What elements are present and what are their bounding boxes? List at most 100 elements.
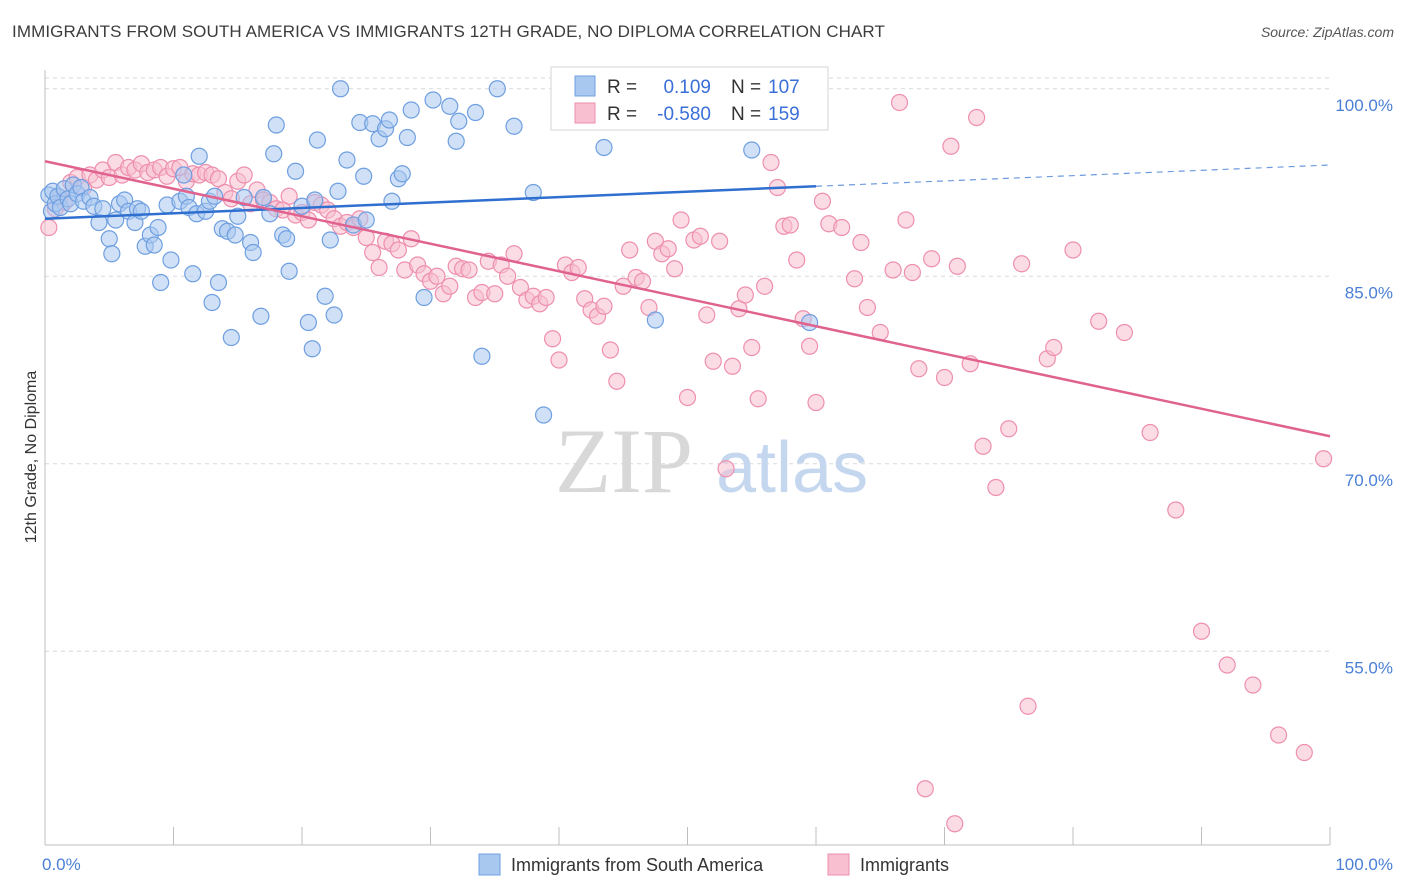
- south-america-point: [402, 101, 420, 119]
- y-tick-label: 100.0%: [1335, 96, 1393, 115]
- south-america-point: [380, 111, 398, 129]
- immigrants-point: [833, 218, 851, 237]
- south-america-point: [743, 141, 761, 159]
- immigrants-point: [40, 218, 58, 237]
- south-america-point: [203, 293, 221, 312]
- immigrants-point: [800, 337, 819, 355]
- immigrants-point: [884, 261, 902, 279]
- legend-swatch-immigrants: [827, 853, 850, 876]
- south-america-point: [229, 207, 247, 225]
- immigrants-point: [441, 277, 459, 295]
- immigrants-point: [903, 263, 921, 282]
- immigrants-point: [1218, 656, 1236, 674]
- stats-blue-r-value: 0.109: [663, 77, 711, 98]
- immigrants-point: [942, 137, 960, 155]
- immigrants-point: [460, 261, 478, 279]
- legend: Immigrants from South America Immigrants: [478, 853, 949, 876]
- immigrants-point: [370, 258, 388, 277]
- south-america-point: [162, 251, 180, 269]
- immigrants-point: [1244, 676, 1262, 694]
- south-america-point: [393, 165, 411, 183]
- south-america-point: [415, 288, 433, 307]
- grid-lines: [45, 77, 1330, 652]
- immigrants-point: [543, 330, 562, 348]
- south-america-point: [488, 80, 506, 98]
- immigrants-point: [852, 233, 870, 252]
- south-america-point: [306, 191, 324, 209]
- immigrants-point: [601, 341, 620, 359]
- immigrants-point: [1019, 697, 1037, 715]
- south-america-point: [308, 131, 327, 149]
- south-america-point: [321, 231, 339, 249]
- legend-swatch-south-america: [478, 853, 501, 876]
- south-america-point: [329, 182, 347, 200]
- immigrants-point: [235, 166, 253, 184]
- south-america-point: [152, 273, 170, 292]
- immigrants-point: [717, 460, 735, 478]
- south-america-point: [222, 328, 240, 347]
- immigrants-point: [1314, 450, 1333, 468]
- stats-pink-n-value: 159: [768, 104, 800, 125]
- south-america-point: [244, 243, 262, 262]
- south-america-point: [226, 226, 244, 244]
- x-axis-ticks: [44, 827, 1331, 845]
- south-america-point: [184, 265, 202, 283]
- immigrants-point: [608, 372, 626, 390]
- immigrants-point: [537, 288, 555, 307]
- immigrants-point: [1295, 743, 1313, 762]
- south-america-point: [286, 162, 305, 180]
- immigrants-point: [890, 93, 909, 112]
- immigrants-point: [1012, 255, 1031, 273]
- immigrants-point: [499, 267, 517, 285]
- south-america-point: [132, 202, 150, 220]
- stats-blue-swatch: [574, 75, 596, 97]
- south-america-point: [277, 230, 296, 248]
- immigrants-point: [788, 251, 806, 269]
- immigrants-point: [807, 393, 825, 412]
- immigrants-point: [755, 277, 774, 295]
- watermark-zip: ZIP: [555, 410, 693, 512]
- south-america-point: [466, 103, 485, 122]
- immigrants-point: [672, 211, 690, 229]
- x-tick-label-min: 0.0%: [42, 855, 81, 874]
- south-america-point: [100, 230, 118, 248]
- stats-blue-n-value: 107: [768, 77, 800, 98]
- south-america-point: [280, 262, 298, 280]
- immigrants-point: [1115, 323, 1134, 342]
- immigrants-point: [749, 390, 767, 408]
- y-tick-label: 85.0%: [1345, 283, 1393, 302]
- south-america-point: [534, 406, 553, 424]
- y-axis-label: 12th Grade, No Diploma: [23, 371, 40, 544]
- immigrants-point: [858, 298, 877, 317]
- immigrants-point: [987, 478, 1005, 497]
- south-america-point: [447, 132, 465, 150]
- stats-box: R = 0.109 N = 107 R = -0.580 N = 159: [550, 66, 829, 131]
- immigrants-point: [659, 240, 677, 258]
- immigrants-point: [910, 360, 928, 378]
- immigrants-point: [704, 352, 722, 370]
- immigrants-point: [897, 211, 915, 229]
- watermark-atlas: atlas: [716, 428, 868, 508]
- south-america-point: [424, 91, 442, 109]
- y-tick-label: 70.0%: [1345, 471, 1393, 490]
- y-tick-labels: 100.0% 85.0% 70.0% 55.0%: [1335, 96, 1393, 678]
- y-tick-label: 55.0%: [1345, 658, 1393, 677]
- south-america-points: [40, 80, 819, 424]
- south-america-point: [331, 80, 350, 98]
- immigrants-point: [781, 216, 799, 234]
- south-america-point: [103, 245, 121, 263]
- immigrants-point: [948, 257, 966, 275]
- immigrants-point: [946, 815, 964, 833]
- south-america-point: [94, 200, 112, 218]
- immigrants-point: [1141, 423, 1159, 442]
- immigrants-point: [209, 170, 228, 188]
- immigrants-point: [1045, 338, 1063, 357]
- legend-label-immigrants: Immigrants: [860, 855, 949, 875]
- immigrants-point: [845, 270, 864, 288]
- immigrants-point: [935, 368, 954, 387]
- immigrants-point: [389, 241, 407, 259]
- immigrants-point: [428, 267, 446, 285]
- immigrants-point: [280, 187, 298, 205]
- south-america-point: [145, 236, 163, 254]
- immigrants-point: [666, 260, 684, 278]
